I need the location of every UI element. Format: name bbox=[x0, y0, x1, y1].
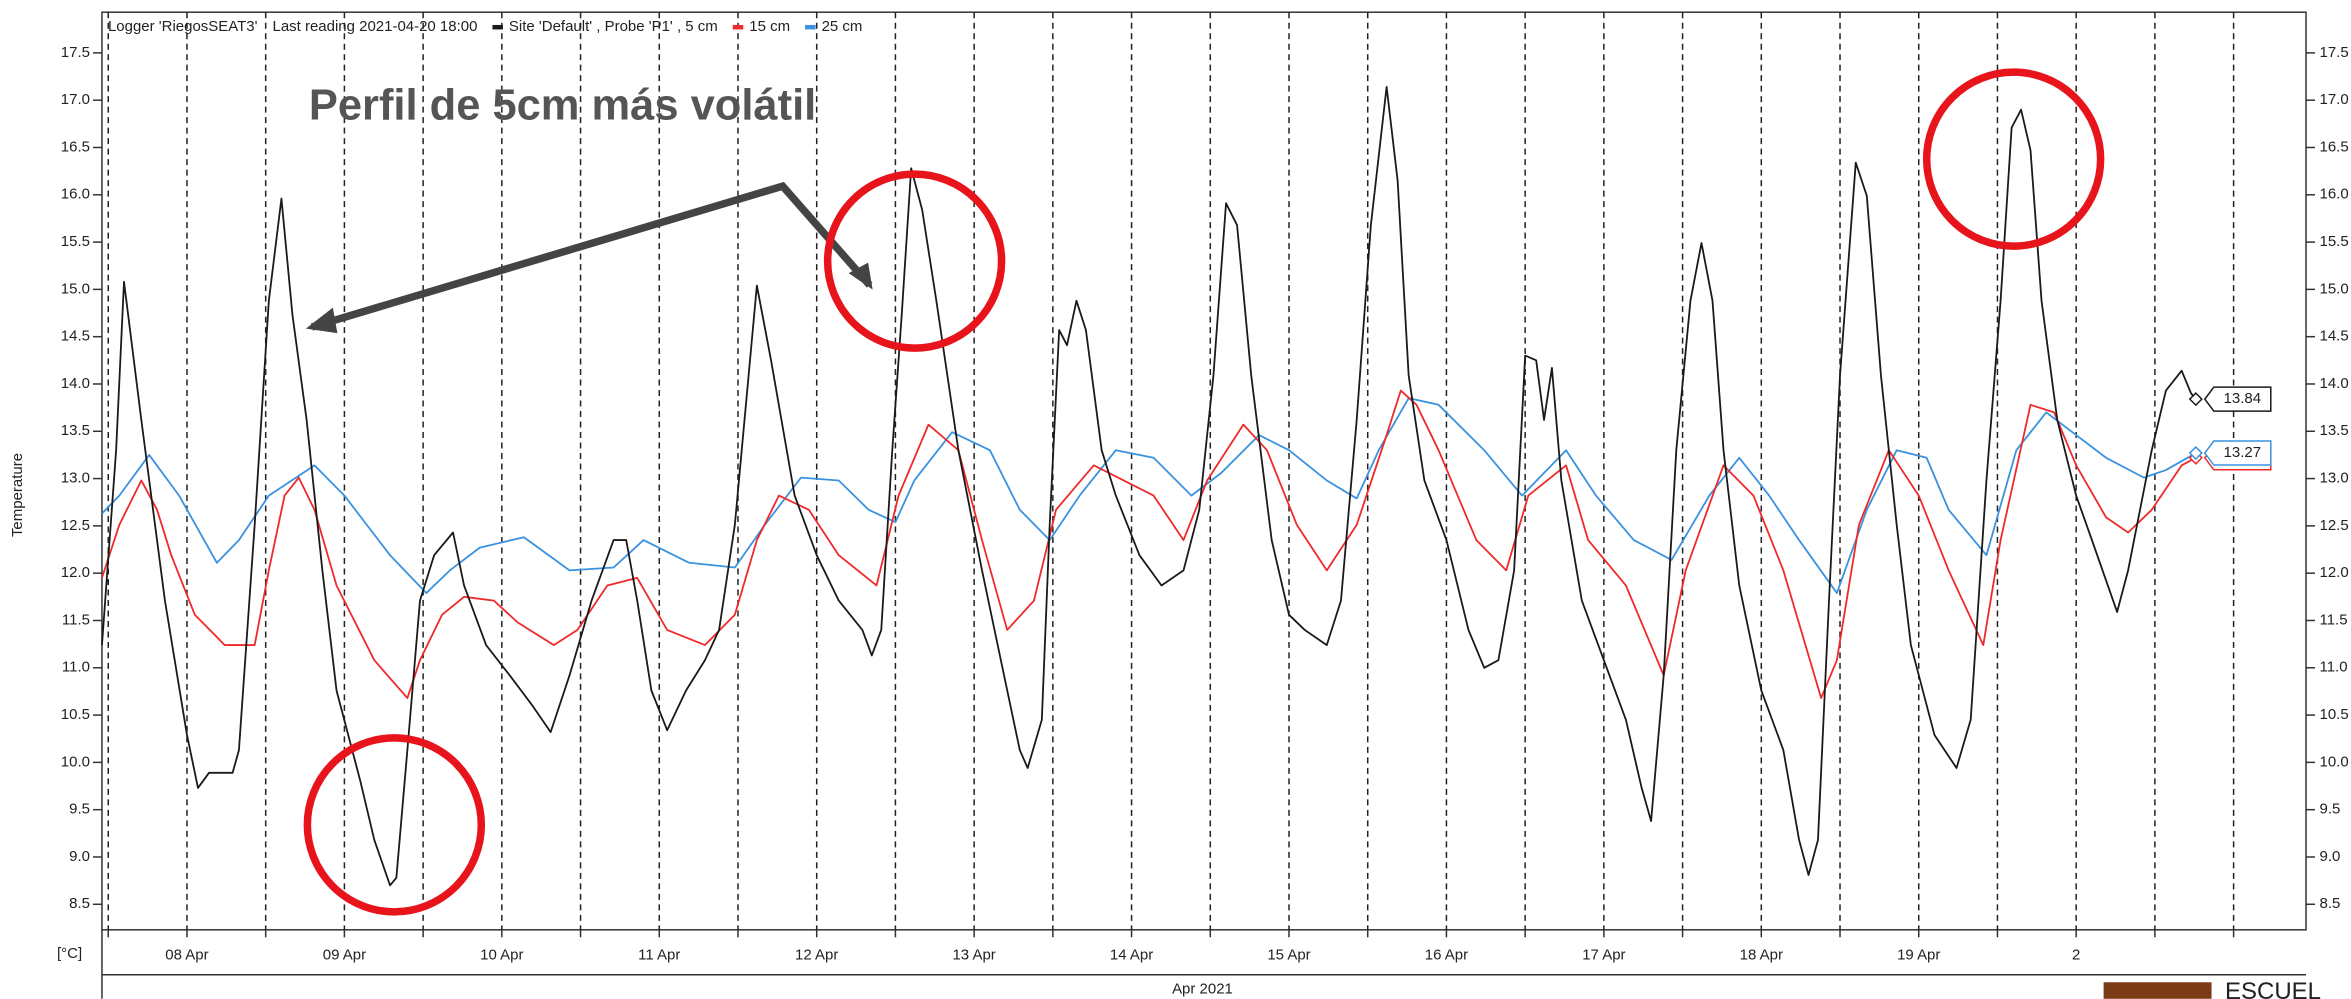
y2-tick-label: 16.0 bbox=[2320, 186, 2349, 203]
y-tick-label: 16.5 bbox=[61, 138, 90, 155]
x-tick-label: 16 Apr bbox=[1425, 946, 1468, 963]
x-tick-label: 10 Apr bbox=[480, 946, 523, 963]
annotation-text: Perfil de 5cm más volátil bbox=[309, 82, 816, 130]
y2-tick-label: 14.5 bbox=[2320, 328, 2349, 345]
x-tick-label: 09 Apr bbox=[323, 946, 366, 963]
end-marker bbox=[2188, 445, 2203, 461]
y-tick-label: 11.0 bbox=[62, 659, 90, 676]
logo-mark bbox=[2103, 982, 2212, 999]
end-marker bbox=[2188, 392, 2203, 407]
y2-tick-label: 13.0 bbox=[2320, 470, 2349, 487]
y-tick-label: 8.5 bbox=[69, 895, 90, 912]
end-value-label: 13.27 bbox=[2224, 444, 2262, 461]
y2-tick-label: 16.5 bbox=[2320, 138, 2349, 155]
x-tick-label: 19 Apr bbox=[1897, 946, 1940, 963]
y-unit: [°C] bbox=[57, 945, 82, 962]
highlight-circle bbox=[303, 734, 486, 916]
arrow-head bbox=[848, 262, 873, 290]
legend-label: 25 cm bbox=[822, 18, 863, 35]
y-tick-label: 10.5 bbox=[61, 706, 90, 723]
legend-swatch bbox=[805, 24, 816, 30]
y-axis-title: Temperature bbox=[9, 453, 26, 537]
y2-tick-label: 14.0 bbox=[2320, 375, 2349, 392]
y-tick-label: 15.5 bbox=[61, 233, 90, 250]
arrow-head bbox=[305, 307, 338, 334]
legend-swatch bbox=[732, 24, 744, 30]
lines bbox=[101, 86, 2197, 887]
logo-text: ESCUEL bbox=[2225, 978, 2321, 999]
highlight-circle bbox=[1922, 68, 2105, 250]
series-line bbox=[101, 397, 2197, 594]
y2-tick-label: 17.0 bbox=[2320, 91, 2349, 108]
end-box bbox=[2203, 386, 2272, 412]
x-tick-label: 17 Apr bbox=[1582, 946, 1625, 963]
legend-label: 15 cm bbox=[749, 18, 790, 35]
x-tick-label: 08 Apr bbox=[165, 946, 208, 963]
y-tick-label: 14.0 bbox=[61, 375, 90, 392]
y2-tick-label: 12.5 bbox=[2320, 517, 2349, 534]
legend-label: Site 'Default' , Probe 'P1' , 5 cm bbox=[509, 18, 718, 35]
highlight-circle bbox=[823, 170, 1006, 352]
legend-subtitle: Last reading 2021-04-20 18:00 bbox=[272, 18, 477, 35]
y2-tick-label: 9.0 bbox=[2320, 848, 2341, 865]
y-tick-label: 10.0 bbox=[61, 753, 90, 770]
y2-tick-label: 8.5 bbox=[2320, 895, 2341, 912]
y2-tick-label: 12.0 bbox=[2320, 564, 2349, 581]
grid bbox=[107, 12, 2235, 930]
plot-frame bbox=[101, 11, 2307, 931]
y-tick-label: 17.0 bbox=[61, 91, 90, 108]
y-tick-label: 14.5 bbox=[61, 328, 90, 345]
x-tick-label: 14 Apr bbox=[1110, 946, 1153, 963]
x-tick-label: 12 Apr bbox=[795, 946, 838, 963]
y2-tick-label: 11.0 bbox=[2320, 659, 2348, 676]
end-value-label: 13.84 bbox=[2224, 390, 2262, 407]
x-tick-label: 15 Apr bbox=[1267, 946, 1310, 963]
y-tick-label: 16.0 bbox=[61, 186, 90, 203]
y2-tick-label: 9.5 bbox=[2320, 801, 2341, 818]
end-box bbox=[2203, 440, 2272, 466]
x-axis-title: Apr 2021 bbox=[1172, 981, 1233, 998]
y-tick-label: 13.0 bbox=[61, 470, 90, 487]
y-tick-label: 11.5 bbox=[62, 611, 90, 628]
legend-swatch bbox=[492, 24, 503, 30]
y-tick-label: 17.5 bbox=[61, 44, 90, 61]
x-tick-label: 18 Apr bbox=[1740, 946, 1783, 963]
y-tick-label: 9.0 bbox=[69, 848, 90, 865]
y-tick-label: 12.5 bbox=[61, 517, 90, 534]
y-tick-label: 13.5 bbox=[61, 422, 90, 439]
y2-tick-label: 10.5 bbox=[2320, 706, 2349, 723]
y2-tick-label: 15.0 bbox=[2320, 280, 2349, 297]
y2-tick-label: 10.0 bbox=[2320, 753, 2349, 770]
annotations: Perfil de 5cm más volátil ESCUEL bbox=[303, 68, 2321, 999]
y-tick-label: 9.5 bbox=[69, 801, 90, 818]
y2-tick-label: 11.5 bbox=[2320, 611, 2348, 628]
y-tick-label: 15.0 bbox=[61, 280, 90, 297]
arrow-shaft bbox=[310, 181, 873, 331]
x-tick-label: 11 Apr bbox=[638, 946, 680, 963]
x-tick-label: 13 Apr bbox=[952, 946, 995, 963]
y-tick-label: 12.0 bbox=[61, 564, 90, 581]
legend-title: Logger 'RiegosSEAT3' bbox=[108, 18, 258, 35]
series-line bbox=[101, 86, 2197, 887]
x-tick-label: 2 bbox=[2072, 946, 2080, 963]
y2-tick-label: 13.5 bbox=[2320, 422, 2349, 439]
y2-tick-label: 17.5 bbox=[2320, 44, 2349, 61]
y2-tick-label: 15.5 bbox=[2320, 233, 2349, 250]
